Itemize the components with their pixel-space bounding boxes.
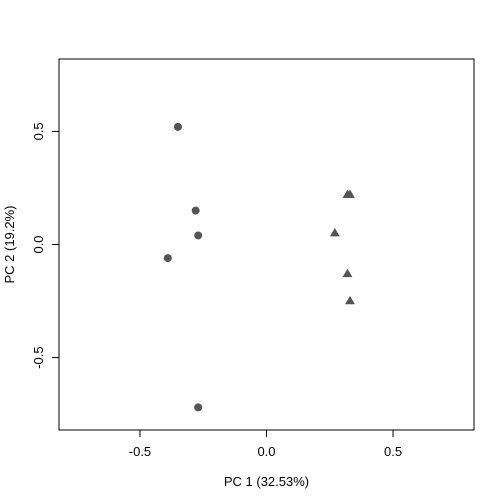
x-axis: -0.5 0.0 0.5: [129, 430, 402, 459]
x-tick-label: -0.5: [129, 444, 151, 459]
x-tick-label: 0.0: [257, 444, 275, 459]
x-axis-title: PC 1 (32.53%): [224, 474, 309, 489]
y-axis: -0.5 0.0 0.5: [31, 122, 59, 369]
triangle-point: [342, 268, 353, 278]
x-tick-label: 0.5: [384, 444, 402, 459]
y-axis-title: PC 2 (19.2%): [2, 205, 17, 283]
y-tick-label: 0.0: [31, 235, 46, 253]
triangle-point: [345, 295, 355, 305]
circle-point: [163, 254, 172, 263]
circle-point: [173, 122, 182, 131]
data-points: [163, 122, 355, 412]
circle-point: [194, 403, 203, 412]
y-tick-label: 0.5: [31, 122, 46, 140]
circle-point: [191, 206, 200, 215]
circle-point: [194, 231, 203, 240]
y-tick-label: -0.5: [31, 346, 46, 368]
triangle-point: [345, 189, 355, 198]
triangle-point: [329, 227, 340, 237]
